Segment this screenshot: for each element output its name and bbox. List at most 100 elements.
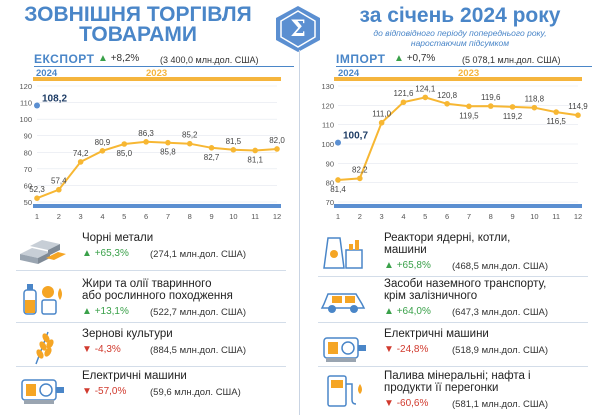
data-label: 80,9: [95, 138, 111, 147]
item-amount: (59,6 млн.дол. США): [150, 387, 241, 398]
y-tick-label: 80: [24, 148, 32, 157]
item-name-line1: Палива мінеральні; нафта і: [384, 370, 531, 382]
import-divider: [336, 66, 592, 67]
item-separator: [16, 270, 286, 271]
item-name-line2: машини: [384, 244, 427, 256]
item-name-line1: Зернові культури: [82, 328, 173, 340]
up-arrow-icon: ▲: [82, 248, 92, 259]
down-arrow-icon: ▼: [82, 344, 92, 355]
x-tick-label: 5: [423, 212, 427, 221]
data-label: 118,8: [525, 95, 545, 104]
x-tick-label: 2: [57, 212, 61, 221]
item-name: Жири та олії тваринного або рослинного п…: [82, 278, 292, 302]
data-label: 81,1: [247, 155, 263, 164]
x-tick-label: 7: [467, 212, 471, 221]
export-amount: (3 400,0 млн.дол. США): [160, 55, 259, 65]
data-point: [444, 100, 450, 107]
x-tick-label: 5: [122, 212, 126, 221]
year-label-previous: 2023: [146, 68, 167, 79]
data-point: [357, 175, 363, 182]
data-label: 85,2: [182, 131, 198, 140]
item-change: ▲ +64,0%: [384, 306, 431, 317]
data-label: 81,5: [226, 137, 242, 146]
list-item: Засоби наземного транспорту, крім залізн…: [318, 278, 588, 323]
year-bar-bottom: [33, 204, 281, 208]
down-arrow-icon: ▼: [82, 386, 92, 397]
item-amount: (518,9 млн.дол. США): [452, 345, 549, 356]
export-pct-value: +8,2%: [110, 53, 140, 64]
data-point: [34, 195, 40, 201]
data-label: 124,1: [415, 84, 436, 93]
y-tick-label: 120: [321, 101, 334, 110]
up-arrow-icon: ▲: [384, 306, 394, 317]
item-separator: [318, 276, 588, 277]
item-name: Електричні машини: [82, 370, 292, 382]
data-label: 120,8: [437, 91, 458, 100]
y-tick-label: 100: [321, 140, 334, 149]
item-separator: [318, 366, 588, 367]
data-point: [99, 147, 106, 154]
x-tick-label: 8: [489, 212, 493, 221]
x-tick-label: 12: [273, 212, 281, 221]
data-label: 81,4: [330, 185, 346, 194]
data-point: [186, 140, 193, 147]
metal-bars-icon: [16, 232, 68, 270]
x-tick-label: 6: [144, 212, 148, 221]
export-title: ЕКСПОРТ: [34, 52, 95, 66]
item-change-value: -60,6%: [396, 398, 429, 409]
subtitle-line1: до відповідного періоду попереднього рок…: [373, 28, 547, 38]
wheat-icon: [16, 328, 68, 366]
list-item: Реактори ядерні, котли, машини ▲ +65,8% …: [318, 232, 588, 277]
import-title: ІМПОРТ: [336, 52, 386, 66]
item-name: Електричні машини: [384, 328, 594, 340]
page-title-line1: ЗОВНІШНЯ ТОРГІВЛЯ: [24, 3, 252, 26]
item-change: ▼ -4,3%: [82, 344, 121, 355]
item-name-line1: Реактори ядерні, котли,: [384, 232, 511, 244]
data-point: [77, 159, 84, 165]
up-arrow-icon: ▲: [98, 53, 108, 64]
item-name-line2: крім залізничного: [384, 290, 478, 302]
data-point: [487, 103, 494, 109]
list-item: Електричні машини ▼ -57,0% (59,6 млн.дол…: [16, 370, 286, 414]
down-arrow-icon: ▼: [384, 398, 394, 409]
x-tick-label: 8: [188, 212, 192, 221]
data-point: [335, 177, 341, 183]
oil-bottle-icon: [16, 278, 68, 316]
x-tick-label: 6: [445, 212, 449, 221]
statistics-logo-icon: Σ: [270, 4, 326, 52]
series-line: [337, 96, 579, 181]
data-point: [208, 145, 215, 151]
data-label: 57,4: [51, 177, 67, 186]
import-pct-value: +0,7%: [406, 53, 436, 64]
list-item: Зернові культури ▼ -4,3% (884,5 млн.дол.…: [16, 328, 286, 372]
data-point: [121, 141, 128, 147]
highlight-label: 108,2: [42, 94, 67, 105]
data-label: 74,2: [73, 149, 89, 158]
export-divider: [34, 66, 294, 67]
item-change: ▼ -57,0%: [82, 386, 126, 397]
item-change: ▲ +65,8%: [384, 260, 431, 271]
item-change: ▼ -24,8%: [384, 344, 428, 355]
item-change-value: -57,0%: [94, 386, 127, 397]
highlight-label: 100,7: [343, 131, 368, 142]
data-point: [466, 103, 472, 110]
highlight-point: [34, 102, 40, 109]
reactor-icon: [318, 232, 370, 270]
down-arrow-icon: ▼: [384, 344, 394, 355]
item-change-value: -24,8%: [396, 344, 429, 355]
import-amount: (5 078,1 млн.дол. США): [462, 55, 561, 65]
data-label: 119,2: [503, 112, 523, 121]
list-item: Палива мінеральні; нафта і продукти її п…: [318, 370, 588, 414]
series-line: [36, 140, 278, 200]
data-label: 116,5: [546, 117, 566, 126]
data-point: [230, 147, 237, 153]
item-change: ▼ -60,6%: [384, 398, 428, 409]
data-point: [378, 119, 385, 126]
y-tick-label: 70: [326, 198, 334, 207]
data-label: 119,5: [459, 111, 479, 120]
data-point: [143, 139, 149, 145]
data-point: [252, 147, 258, 154]
x-tick-label: 10: [229, 212, 237, 221]
y-tick-label: 60: [24, 181, 32, 190]
year-bar-bottom: [334, 204, 582, 208]
